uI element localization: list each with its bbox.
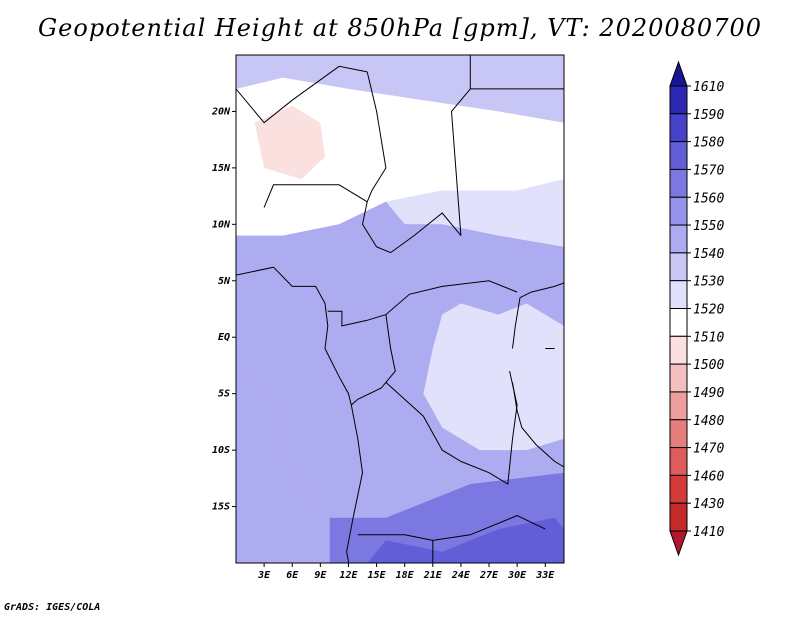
- grads-credit: GrADS: IGES/COLA: [4, 602, 101, 613]
- border-line: [366, 71, 387, 202]
- colorbar-label: 1430: [693, 497, 724, 512]
- region-east-africa-plateau: [423, 303, 564, 451]
- border-line: [263, 184, 368, 208]
- colorbar-label: 1480: [693, 414, 724, 429]
- colorbar-bottom-arrow: [669, 530, 688, 557]
- colorbar-label: 1540: [693, 247, 724, 262]
- colorbar-label: 1580: [693, 136, 724, 151]
- colorbar-label: 1410: [693, 525, 724, 540]
- colorbar: 1610 1590 1580 1570 1560 1550 1540 1530 1520 1510…: [669, 60, 724, 557]
- colorbar-label: 1550: [693, 219, 724, 234]
- region-warm-pocket-niger: [254, 105, 325, 180]
- region-south-trough: [367, 517, 564, 563]
- axis-ticks: 3E 6E 9E 12E 15E 18E 21E 24E 27E 30E 33E 20N 15N 10N 5…: [211, 106, 555, 581]
- xtick-label: 27E: [479, 570, 499, 581]
- colorbar-label: 1460: [693, 469, 724, 484]
- region-sahara-northwest: [236, 55, 564, 123]
- ytick-label: 20N: [211, 106, 231, 117]
- ytick-label: EQ: [218, 332, 230, 343]
- xtick-label: 15E: [368, 570, 387, 581]
- colorbar-swatch: [669, 196, 688, 226]
- ytick-label: 5S: [218, 389, 230, 400]
- colorbar-swatch: [669, 224, 688, 254]
- colorbar-swatch: [669, 308, 688, 337]
- border-line: [361, 201, 462, 254]
- xtick-label: 21E: [423, 570, 443, 581]
- region-sahel-band: [236, 77, 564, 236]
- colorbar-label: 1560: [693, 191, 724, 206]
- xtick-label: 6E: [286, 570, 299, 581]
- map-frame: [235, 54, 565, 564]
- ytick-label: 15S: [212, 502, 230, 513]
- colorbar-swatch: [669, 502, 688, 532]
- ytick-label: 15N: [212, 163, 231, 174]
- ytick-label: 10N: [212, 219, 231, 230]
- colorbar-swatch: [669, 280, 688, 309]
- colorbar-label: 1510: [693, 330, 724, 345]
- chart-title: Geopotential Height at 850hPa [gpm], VT:…: [38, 14, 762, 42]
- region-atlantic-south: [236, 371, 330, 563]
- colorbar-label: 1590: [693, 108, 724, 123]
- region-sudan-east: [385, 179, 564, 247]
- xtick-label: 33E: [535, 570, 555, 581]
- colorbar-top-arrow: [669, 60, 688, 87]
- colorbar-swatch: [669, 419, 688, 449]
- xtick-label: 9E: [314, 570, 327, 581]
- border-line: [512, 382, 564, 468]
- colorbar-swatch: [669, 168, 688, 198]
- map-field: [236, 55, 564, 563]
- colorbar-swatch: [669, 391, 688, 421]
- border-line: [350, 314, 396, 406]
- border-line: [450, 55, 471, 236]
- colorbar-label: 1530: [693, 275, 724, 290]
- xtick-label: 12E: [339, 570, 358, 581]
- border-line: [432, 540, 434, 563]
- xtick-label: 30E: [507, 570, 527, 581]
- colorbar-swatch: [669, 85, 688, 115]
- colorbar-swatch: [669, 474, 688, 504]
- colorbar-swatch: [669, 141, 688, 170]
- border-line: [236, 266, 364, 563]
- colorbar-swatch: [669, 113, 688, 143]
- country-borders: [236, 55, 564, 563]
- border-line: [357, 515, 546, 541]
- colorbar-label: 1490: [693, 386, 724, 401]
- colorbar-swatch: [669, 363, 688, 393]
- border-line: [512, 282, 564, 349]
- colorbar-label: 1470: [693, 442, 724, 457]
- xtick-label: 3E: [257, 570, 271, 581]
- colorbar-label: 1500: [693, 358, 724, 373]
- colorbar-label: 1520: [693, 303, 724, 318]
- colorbar-swatch: [669, 335, 688, 365]
- colorbar-swatch: [669, 252, 688, 282]
- xtick-label: 18E: [396, 570, 415, 581]
- ytick-label: 10S: [212, 445, 230, 456]
- colorbar-label: 1610: [693, 80, 724, 95]
- colorbar-label: 1570: [693, 163, 724, 178]
- xtick-label: 24E: [451, 570, 471, 581]
- colorbar-swatch: [669, 447, 688, 476]
- border-line: [236, 65, 368, 124]
- ytick-label: 5N: [218, 276, 231, 287]
- border-line: [385, 370, 518, 485]
